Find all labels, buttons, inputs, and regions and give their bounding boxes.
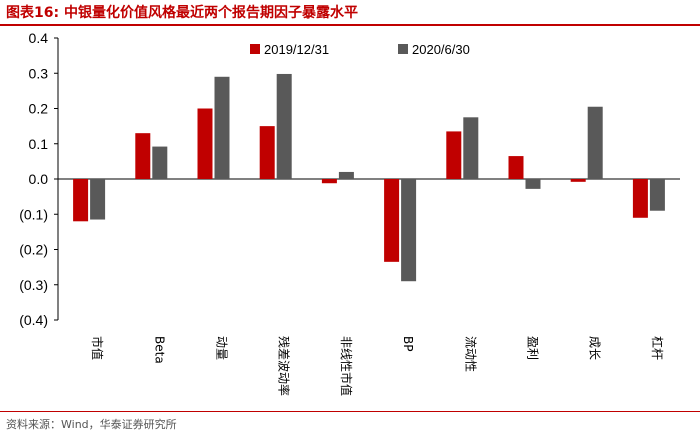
bar-series2-9 xyxy=(649,179,665,211)
bar-series2-5 xyxy=(401,179,417,282)
legend-label-2: 2020/6/30 xyxy=(412,42,470,57)
bar-series1-3 xyxy=(259,126,275,179)
y-tick-label: 0.4 xyxy=(29,30,49,46)
bars xyxy=(73,73,665,282)
category-label: BP xyxy=(401,336,415,351)
bar-series2-8 xyxy=(587,106,603,179)
category-label: Beta xyxy=(152,336,166,364)
legend-swatch-1 xyxy=(250,44,260,54)
bar-series1-5 xyxy=(384,179,400,262)
bar-series1-1 xyxy=(135,133,151,179)
category-label: 动量 xyxy=(215,336,229,360)
bar-series1-9 xyxy=(632,179,648,218)
legend: 2019/12/31 2020/6/30 xyxy=(250,42,470,57)
y-tick-label: 0.2 xyxy=(29,101,49,117)
bar-series2-4 xyxy=(338,171,354,179)
y-tick-label: (0.4) xyxy=(19,312,48,328)
legend-swatch-2 xyxy=(398,44,408,54)
bar-series2-7 xyxy=(525,179,541,189)
legend-label-1: 2019/12/31 xyxy=(264,42,329,57)
bar-series1-4 xyxy=(321,179,337,184)
category-label: 非线性市值 xyxy=(339,336,354,396)
figure-title-bar: 图表16: 中银量化价值风格最近两个报告期因子暴露水平 xyxy=(0,0,700,26)
figure-title: 图表16: 中银量化价值风格最近两个报告期因子暴露水平 xyxy=(6,5,358,21)
y-tick-label: 0.3 xyxy=(29,65,49,81)
bar-series2-1 xyxy=(152,146,168,179)
bar-series1-2 xyxy=(197,108,213,179)
bar-series2-6 xyxy=(463,117,479,179)
category-labels: 市值 Beta 动量 残差波动率 非线性市值 BP 流动性 盈利 成长 杠杆 xyxy=(90,336,665,396)
bar-series2-0 xyxy=(90,179,106,220)
y-tick-label: (0.3) xyxy=(19,277,48,293)
category-label: 杠杆 xyxy=(650,336,665,360)
bar-series2-3 xyxy=(276,73,292,179)
bar-series1-8 xyxy=(570,179,586,182)
bar-chart: 0.4 0.3 0.2 0.1 0.0 (0.1) (0.2) (0.3) (0.4) 市值 Be… xyxy=(19,30,680,396)
bar-series2-2 xyxy=(214,76,230,179)
category-label: 流动性 xyxy=(463,336,477,372)
y-tick-label: 0.1 xyxy=(29,136,49,152)
y-tick-label: (0.1) xyxy=(19,206,48,222)
y-tick-label: (0.2) xyxy=(19,242,48,258)
bar-series1-0 xyxy=(73,179,89,222)
category-label: 盈利 xyxy=(526,336,540,360)
bar-series1-6 xyxy=(446,131,462,179)
source-note: 资料来源：Wind，华泰证券研究所 xyxy=(6,418,177,431)
category-label: 市值 xyxy=(90,336,105,360)
y-tick-label: 0.0 xyxy=(29,171,49,187)
bar-series1-7 xyxy=(508,156,524,179)
category-label: 成长 xyxy=(588,336,602,360)
source-divider xyxy=(0,411,700,412)
category-label: 残差波动率 xyxy=(277,336,292,396)
y-axis: 0.4 0.3 0.2 0.1 0.0 (0.1) (0.2) (0.3) (0.4) xyxy=(19,30,680,328)
title-underline xyxy=(0,24,700,26)
